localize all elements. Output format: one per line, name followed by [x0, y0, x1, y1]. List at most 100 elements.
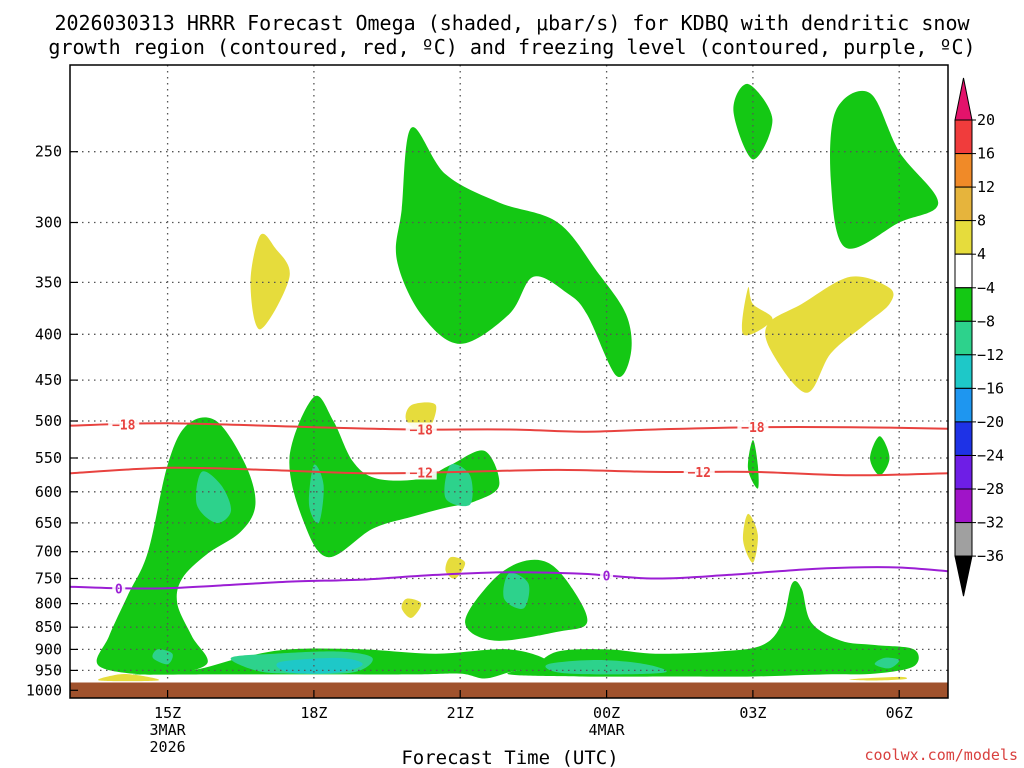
contour-minus18-label-bg-1	[108, 417, 140, 432]
omega-region-26	[742, 513, 758, 563]
colorbar-box-8	[954, 354, 973, 389]
y-tick-label-800: 800	[35, 595, 62, 613]
y-tick-label-350: 350	[35, 273, 62, 291]
x-tick-label-18z: 18Z	[300, 704, 327, 722]
y-tick-label-400: 400	[35, 325, 62, 343]
contour-minus18-label-1: −18	[112, 418, 136, 433]
colorbar-label-9: −16	[977, 379, 1004, 397]
colorbar-box-5	[954, 253, 973, 289]
omega-region-24	[97, 674, 160, 682]
y-tick-label-500: 500	[35, 412, 62, 430]
y-tick-label-250: 250	[35, 143, 62, 161]
omega-region-13	[545, 660, 667, 675]
x-tick-label-15z-line2: 3MAR	[150, 721, 187, 739]
omega-region-6	[444, 463, 473, 507]
omega-region-5	[308, 464, 324, 524]
colorbar-label-6: −4	[977, 279, 995, 297]
contour-0-label-bg-1	[112, 581, 126, 596]
colorbar-box-12	[954, 488, 973, 523]
colorbar-box-10	[954, 421, 973, 456]
contour-minus18-label-2: −18	[409, 424, 433, 439]
x-tick-label-00z-line2: 4MAR	[589, 721, 626, 739]
contour-minus18-label-bg-3	[737, 420, 769, 435]
omega-region-20	[250, 233, 290, 330]
omega-region-19	[747, 439, 759, 489]
colorbar-box-2	[954, 153, 973, 188]
x-tick-label-00z: 00Z	[593, 704, 620, 722]
omega-region-12	[507, 581, 919, 677]
colorbar-label-10: −20	[977, 413, 1004, 431]
x-tick-label-03z: 03Z	[739, 704, 766, 722]
omega-region-11	[276, 657, 363, 674]
contour-minus12-label-2: −12	[687, 466, 710, 481]
y-tick-label-450: 450	[35, 371, 62, 389]
x-tick-label-15z-line3: 2026	[150, 738, 186, 756]
colorbar-box-1	[954, 119, 973, 154]
contour-minus18-label-bg-2	[405, 422, 437, 437]
y-tick-label-750: 750	[35, 570, 62, 588]
colorbar-box-9	[954, 387, 973, 423]
contour-lines-layer: −18 −18 −18 −12 −12 0 0	[70, 417, 948, 597]
x-tick-label-21z: 21Z	[447, 704, 474, 722]
omega-region-16	[733, 83, 773, 160]
omega-region-25	[741, 286, 773, 336]
omega-region-27	[765, 276, 894, 393]
omega-region-15	[395, 127, 632, 378]
colorbar-label-2: 16	[977, 145, 995, 163]
y-tick-label-850: 850	[35, 618, 62, 636]
omega-region-28	[849, 676, 908, 681]
colorbar-label-11: −24	[977, 447, 1004, 465]
colorbar-label-12: −28	[977, 480, 1004, 498]
colorbar-label-13: −32	[977, 514, 1004, 532]
contour-0-label-1: 0	[115, 582, 123, 597]
contour-minus12-label-bg-2	[683, 464, 715, 479]
colorbar-box-3	[954, 186, 973, 222]
colorbar-label-1: 20	[977, 111, 995, 129]
y-tick-label-650: 650	[35, 514, 62, 532]
colorbar-label-7: −8	[977, 312, 995, 330]
omega-region-18	[870, 436, 890, 476]
omega-region-14	[874, 657, 900, 669]
ground-rect	[70, 682, 948, 698]
colorbar-box-6	[954, 287, 973, 322]
x-tick-label-15z: 15Z	[154, 704, 181, 722]
contour-0-label-2: 0	[603, 569, 611, 584]
ground-layer	[70, 682, 948, 698]
colorbar-box-7	[954, 320, 973, 356]
y-tick-label-950: 950	[35, 661, 62, 679]
colorbar-label-3: 12	[977, 178, 995, 196]
contour-0-line	[70, 566, 948, 590]
chart-title-line-1: 2026030313 HRRR Forecast Omega (shaded, …	[54, 11, 970, 35]
colorbar-box-4	[954, 220, 973, 255]
contour-minus18-line	[70, 422, 948, 433]
colorbar-label-14: −36	[977, 547, 1004, 565]
omega-region-17	[830, 90, 939, 249]
colorbar: 20 16 12 8 4 −4 −8 −12 −16 −20 −24 −28 −32 −36	[954, 77, 1004, 597]
y-tick-label-300: 300	[35, 214, 62, 232]
y-axis-ticks: 250 300 350 400 450 500 550 600 650 700 750 800 850 9…	[26, 143, 78, 699]
contour-minus12-label-1: −12	[409, 467, 432, 482]
contour-minus18-label-3: −18	[741, 421, 765, 436]
y-tick-label-550: 550	[35, 449, 62, 467]
chart-title-line-2: growth region (contoured, red, ºC) and f…	[48, 35, 975, 59]
omega-shading-layer	[96, 83, 939, 682]
colorbar-box-13	[954, 522, 973, 557]
colorbar-label-5: 4	[977, 245, 986, 263]
y-tick-label-600: 600	[35, 483, 62, 501]
x-axis-title: Forecast Time (UTC)	[401, 747, 618, 768]
x-tick-label-06z: 06Z	[886, 704, 913, 722]
contour-minus12-label-bg-1	[405, 465, 437, 480]
omega-region-2	[195, 471, 232, 524]
colorbar-label-4: 8	[977, 212, 986, 230]
colorbar-bottom-arrow	[954, 555, 973, 597]
contour-0-label-bg-2	[600, 568, 614, 583]
y-tick-label-900: 900	[35, 640, 62, 658]
colorbar-box-11	[954, 455, 973, 490]
contour-minus12-line	[70, 466, 948, 477]
colorbar-label-8: −12	[977, 346, 1004, 364]
plot-frame	[69, 64, 949, 699]
credit-text: coolwx.com/models	[864, 746, 1018, 764]
omega-region-8	[503, 572, 530, 609]
